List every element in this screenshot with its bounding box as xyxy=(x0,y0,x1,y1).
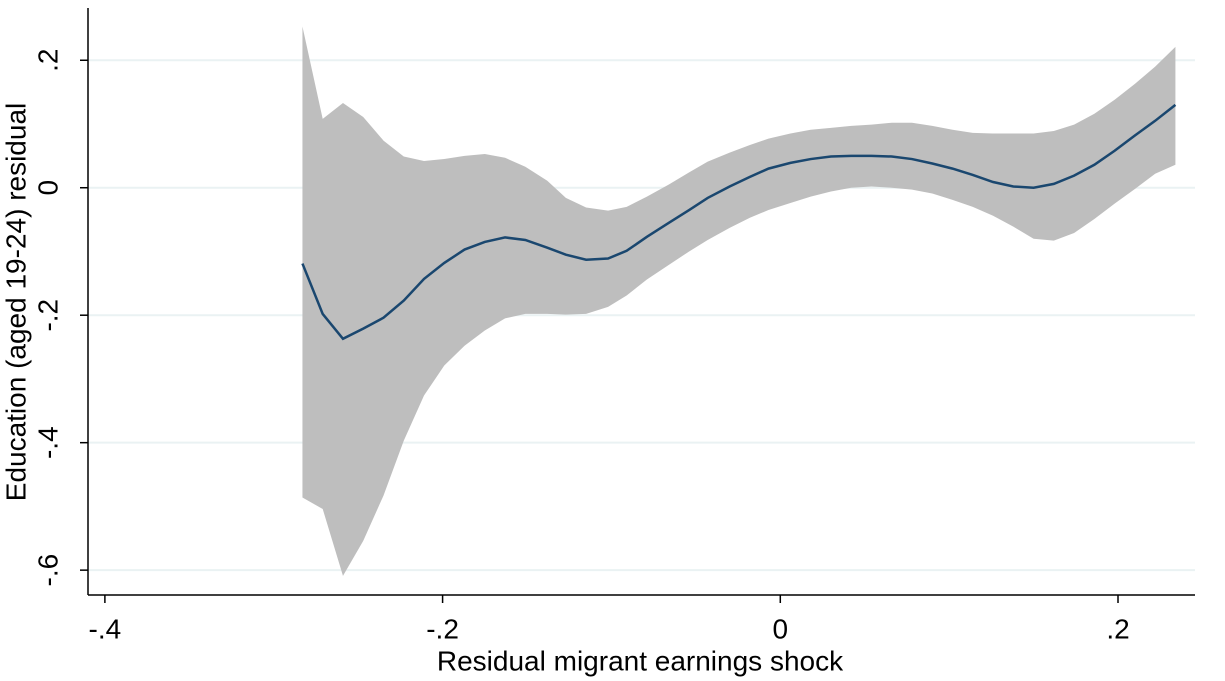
x-tick-label: 0 xyxy=(773,613,789,644)
x-tick-label: -.4 xyxy=(89,613,122,644)
line xyxy=(301,103,1177,341)
x-tick-label: .2 xyxy=(1106,613,1129,644)
y-tick-label: 0 xyxy=(32,180,63,196)
y-tick-label: -.4 xyxy=(32,426,63,459)
confidence-band xyxy=(302,26,1176,576)
y-tick-label: -.6 xyxy=(32,554,63,587)
x-tick-label: -.2 xyxy=(426,613,459,644)
y-axis-label: Education (aged 19-24) residual xyxy=(0,103,31,501)
y-tick-label: .2 xyxy=(32,49,63,72)
x-axis-label: Residual migrant earnings shock xyxy=(437,645,844,676)
y-tick-label: -.2 xyxy=(32,299,63,332)
